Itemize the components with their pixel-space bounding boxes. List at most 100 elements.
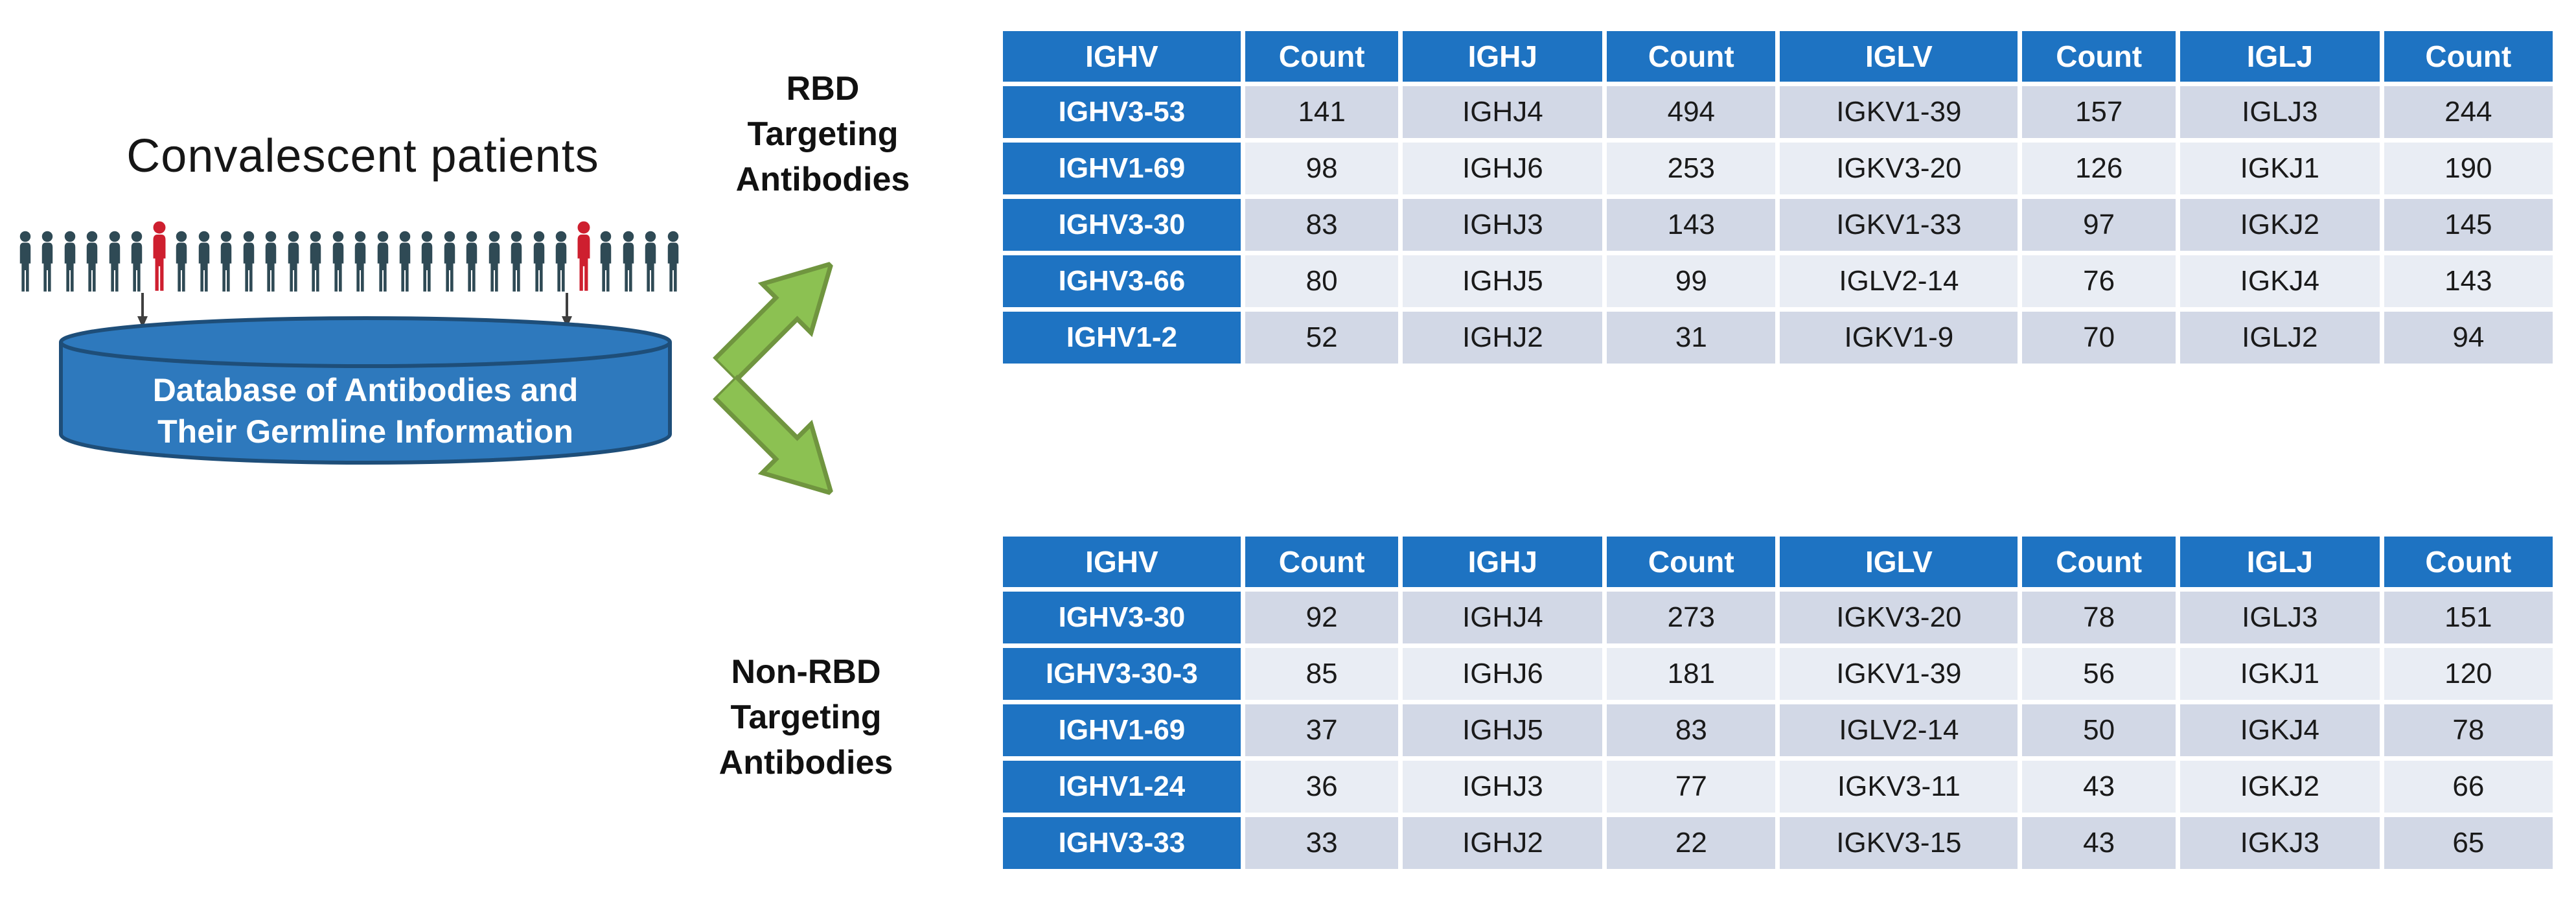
patient-icon [642, 227, 659, 297]
table-cell: 120 [2384, 648, 2553, 700]
table-cell: 37 [1245, 704, 1399, 756]
patient-icon [173, 227, 190, 297]
gene-name-cell: IGHV3-66 [1003, 255, 1241, 307]
database-cylinder: Database of Antibodies and Their Germlin… [57, 315, 674, 465]
table-cell: IGKJ4 [2179, 704, 2380, 756]
table-cell: IGLV2-14 [1780, 255, 2018, 307]
table-cell: 43 [2022, 817, 2176, 869]
table-cell: IGKV1-39 [1780, 648, 2018, 700]
gene-name-cell: IGHV1-69 [1003, 704, 1241, 756]
column-header: IGLJ [2179, 31, 2380, 82]
table-cell: IGLV2-14 [1780, 704, 2018, 756]
table-cell: 143 [1607, 199, 1776, 251]
patient-icon [553, 227, 569, 297]
table-cell: 141 [1245, 86, 1399, 138]
table-cell: 99 [1607, 255, 1776, 307]
column-header: Count [2022, 31, 2176, 82]
table-cell: 98 [1245, 143, 1399, 194]
rbd-targeting-label: RBD Targeting Antibodies [700, 66, 946, 202]
table-cell: 190 [2384, 143, 2553, 194]
table-cell: 244 [2384, 86, 2553, 138]
patient-icon [330, 227, 347, 297]
column-header: IGLV [1780, 537, 2018, 587]
table-cell: IGHJ5 [1403, 255, 1603, 307]
table-cell: 94 [2384, 312, 2553, 364]
table-cell: 65 [2384, 817, 2553, 869]
non-rbd-targeting-label: Non-RBD Targeting Antibodies [683, 649, 929, 785]
database-label-line2: Their Germline Information [157, 413, 573, 450]
table-cell: 157 [2022, 86, 2176, 138]
patient-icon [374, 227, 391, 297]
column-header: Count [1607, 537, 1776, 587]
table-cell: IGKJ4 [2179, 255, 2380, 307]
table-cell: 76 [2022, 255, 2176, 307]
patient-icon [39, 227, 56, 297]
non-rbd-label-line2: Targeting [730, 699, 882, 736]
table-cell: 31 [1607, 312, 1776, 364]
table-cell: IGKJ1 [2179, 648, 2380, 700]
table-cell: IGKV3-11 [1780, 761, 2018, 813]
non-rbd-label-line1: Non-RBD [731, 653, 881, 691]
patient-icon [84, 227, 100, 297]
gene-name-cell: IGHV1-24 [1003, 761, 1241, 813]
patient-icon [419, 227, 435, 297]
patient-icon-highlighted [574, 216, 593, 297]
table-cell: IGLJ3 [2179, 592, 2380, 643]
table-cell: 33 [1245, 817, 1399, 869]
patient-icon [620, 227, 637, 297]
patient-icon [285, 227, 302, 297]
patient-icon [531, 227, 547, 297]
column-header: IGLJ [2179, 537, 2380, 587]
table-cell: 80 [1245, 255, 1399, 307]
patient-icon [597, 227, 614, 297]
patient-icon-highlighted [150, 216, 169, 297]
gene-name-cell: IGHV3-30 [1003, 592, 1241, 643]
patient-icon [262, 227, 279, 297]
table-cell: IGKV1-9 [1780, 312, 2018, 364]
column-header: IGHJ [1403, 537, 1603, 587]
table-cell: IGHJ2 [1403, 817, 1603, 869]
arrow-down-right-icon [697, 359, 859, 521]
table-cell: 52 [1245, 312, 1399, 364]
table-cell: 143 [2384, 255, 2553, 307]
table-cell: IGHJ6 [1403, 648, 1603, 700]
table-cell: 126 [2022, 143, 2176, 194]
table-cell: IGHJ6 [1403, 143, 1603, 194]
table-cell: IGHJ5 [1403, 704, 1603, 756]
table-cell: IGKV1-33 [1780, 199, 2018, 251]
patient-icon [128, 227, 145, 297]
gene-name-cell: IGHV3-30-3 [1003, 648, 1241, 700]
table-cell: 22 [1607, 817, 1776, 869]
gene-name-cell: IGHV1-69 [1003, 143, 1241, 194]
rbd-label-line1: RBD [786, 70, 860, 108]
patient-icon [508, 227, 525, 297]
table-cell: 145 [2384, 199, 2553, 251]
column-header: Count [1245, 31, 1399, 82]
gene-name-cell: IGHV3-33 [1003, 817, 1241, 869]
column-header: Count [2022, 537, 2176, 587]
table-cell: 83 [1245, 199, 1399, 251]
column-header: Count [1245, 537, 1399, 587]
table-cell: IGHJ2 [1403, 312, 1603, 364]
database-label: Database of Antibodies and Their Germlin… [57, 369, 674, 452]
column-header: Count [1607, 31, 1776, 82]
down-arrow-icon [562, 293, 572, 328]
arrow-up-right-icon [697, 236, 859, 398]
table-cell: 43 [2022, 761, 2176, 813]
column-header: Count [2384, 31, 2553, 82]
table-cell: IGHJ3 [1403, 199, 1603, 251]
table-cell: 56 [2022, 648, 2176, 700]
patient-icon [196, 227, 213, 297]
table-cell: 78 [2022, 592, 2176, 643]
table-cell: 181 [1607, 648, 1776, 700]
gene-name-cell: IGHV3-53 [1003, 86, 1241, 138]
table-cell: 36 [1245, 761, 1399, 813]
column-header: IGHV [1003, 537, 1241, 587]
gene-name-cell: IGHV1-2 [1003, 312, 1241, 364]
table-cell: IGKV3-20 [1780, 143, 2018, 194]
patient-icon [218, 227, 235, 297]
convalescent-patients-title: Convalescent patients [126, 130, 599, 182]
database-label-line1: Database of Antibodies and [152, 372, 579, 408]
down-arrow-icon [137, 293, 148, 328]
table-cell: 253 [1607, 143, 1776, 194]
